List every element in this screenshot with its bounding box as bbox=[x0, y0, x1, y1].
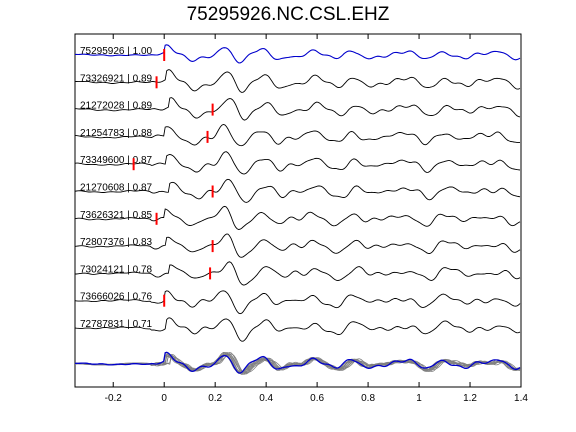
trace-waveform bbox=[75, 97, 521, 121]
x-tick-label: 1.4 bbox=[514, 393, 528, 404]
trace-8: 73024121 | 0.78 bbox=[75, 261, 521, 286]
trace-label: 21254783 | 0.88 bbox=[80, 128, 153, 139]
trace-label: 73349600 | 0.87 bbox=[80, 155, 153, 166]
trace-label: 73326921 | 0.89 bbox=[80, 73, 153, 84]
trace-waveform bbox=[74, 290, 521, 315]
trace-10: 72787831 | 0.71 bbox=[74, 317, 521, 342]
trace-label: 73626321 | 0.85 bbox=[80, 210, 153, 221]
trace-label: 72807376 | 0.83 bbox=[80, 237, 153, 248]
trace-label: 21272028 | 0.89 bbox=[80, 101, 153, 112]
x-tick-label: 0 bbox=[161, 393, 167, 404]
trace-label: 73666026 | 0.76 bbox=[80, 292, 153, 303]
x-tick-label: 0.6 bbox=[310, 393, 324, 404]
trace-waveform bbox=[74, 233, 521, 258]
x-tick-label: 1 bbox=[416, 393, 422, 404]
stack-reference-trace bbox=[74, 351, 521, 374]
trace-waveform bbox=[74, 151, 521, 175]
x-tick-label: 0.4 bbox=[259, 393, 273, 404]
trace-9: 73666026 | 0.76 bbox=[74, 290, 521, 315]
trace-label: 75295926 | 1.00 bbox=[80, 46, 153, 57]
trace-waveform bbox=[74, 205, 521, 230]
trace-waveform bbox=[74, 69, 521, 93]
x-tick-label: 0.8 bbox=[361, 393, 375, 404]
trace-6: 73626321 | 0.85 bbox=[74, 205, 521, 230]
trace-waveform bbox=[74, 317, 521, 342]
trace-7: 72807376 | 0.83 bbox=[74, 233, 521, 258]
trace-5: 21270608 | 0.87 bbox=[74, 178, 521, 203]
stack-layer bbox=[74, 351, 521, 375]
trace-label: 21270608 | 0.87 bbox=[80, 183, 153, 194]
x-tick-label: -0.2 bbox=[105, 393, 123, 404]
trace-waveform bbox=[75, 44, 521, 64]
trace-waveform bbox=[75, 124, 521, 147]
trace-2: 21272028 | 0.89 bbox=[75, 97, 521, 121]
x-axis: -0.2 0 0.2 0.4 0.6 0.8 1 1.2 1.4 bbox=[105, 34, 528, 404]
chart-title: 75295926.NC.CSL.EHZ bbox=[186, 4, 390, 25]
trace-waveform bbox=[75, 261, 521, 286]
trace-label: 72787831 | 0.71 bbox=[80, 319, 153, 330]
trace-1: 73326921 | 0.89 bbox=[74, 69, 521, 93]
x-tick-label: 0.2 bbox=[208, 393, 222, 404]
trace-label: 73024121 | 0.78 bbox=[80, 264, 153, 275]
trace-3: 21254783 | 0.88 bbox=[75, 124, 521, 147]
trace-4: 73349600 | 0.87 bbox=[74, 151, 521, 175]
x-tick-label: 1.2 bbox=[463, 393, 477, 404]
trace-waveform bbox=[74, 178, 521, 203]
trace-0: 75295926 | 1.00 bbox=[75, 44, 521, 64]
traces-layer: 75295926 | 1.00 73326921 | 0.89 21272028 |… bbox=[74, 44, 521, 342]
